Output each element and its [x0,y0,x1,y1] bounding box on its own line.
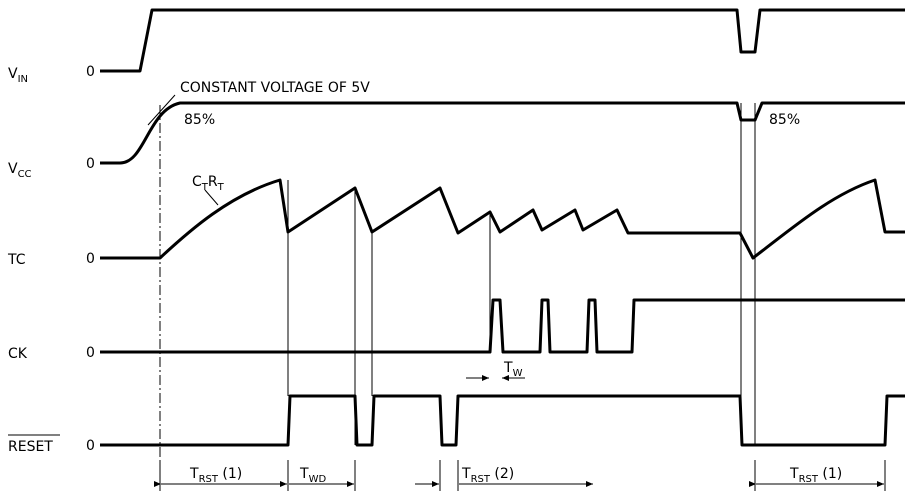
annotation: CTRT [192,174,225,193]
annotation: CONSTANT VOLTAGE OF 5V [180,80,370,96]
vcc-wave [100,101,905,165]
reset-wave [100,394,905,447]
zero-label: 0 [86,64,95,80]
tc-wave [100,178,905,260]
interval-label: TWD [299,466,326,485]
annotation: 85% [769,112,800,128]
signal-label: TC [7,252,26,268]
interval-label: TRST (1) [789,466,842,485]
zero-label: 0 [86,438,95,454]
interval-label: TRST (2) [461,466,514,485]
interval-label: TW [503,360,523,379]
annotation: 85% [184,112,215,128]
signal-label: RESET [8,439,53,455]
vin-wave [100,8,905,73]
zero-label: 0 [86,345,95,361]
interval-label: TRST (1) [189,466,242,485]
ck-wave [100,298,905,354]
signal-label: VIN [8,66,28,85]
zero-label: 0 [86,156,95,172]
zero-label: 0 [86,251,95,267]
signal-label: CK [8,346,28,362]
signal-label: VCC [8,161,32,180]
guide-lines [147,94,886,491]
